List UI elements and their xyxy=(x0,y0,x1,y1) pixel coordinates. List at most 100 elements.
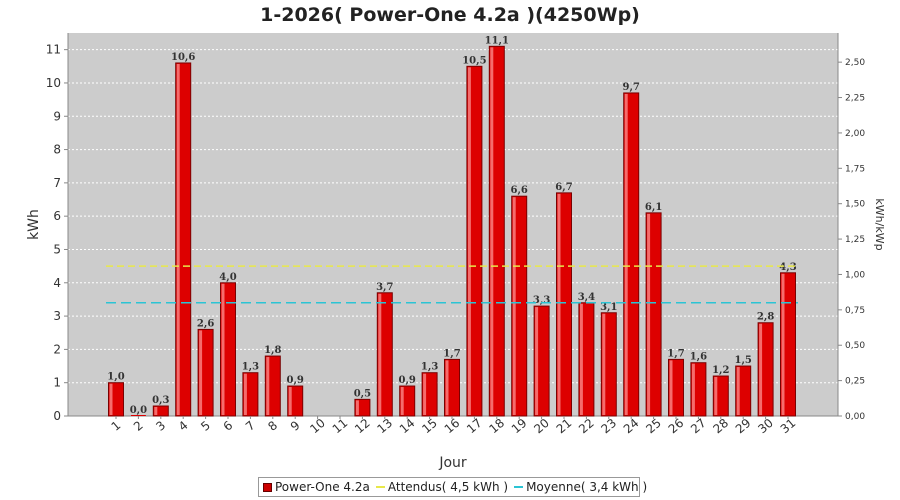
x-tick-label: 1 xyxy=(109,418,124,434)
bar-value-label: 0,9 xyxy=(286,375,303,386)
x-tick-label: 14 xyxy=(397,416,418,437)
bar-value-label: 1,3 xyxy=(242,362,259,373)
y-tick-label: 1 xyxy=(53,376,61,390)
y-tick-label: 9 xyxy=(53,109,61,123)
bar-highlight xyxy=(199,330,203,415)
bar-highlight xyxy=(602,313,606,415)
bar-value-label: 1,6 xyxy=(690,352,707,363)
legend: Power-One 4.2a Attendus( 4,5 kWh ) Moyen… xyxy=(258,477,647,497)
x-tick-label: 31 xyxy=(778,416,799,437)
bar-value-label: 2,6 xyxy=(197,318,214,329)
bar-value-label: 0,3 xyxy=(152,395,169,406)
bar-highlight xyxy=(714,377,718,415)
bar-value-label: 11,1 xyxy=(485,35,509,46)
bar-value-label: 9,7 xyxy=(622,82,639,93)
x-tick-label: 19 xyxy=(509,416,530,437)
bar-highlight xyxy=(647,213,651,415)
y2-tick-label: 2,25 xyxy=(845,94,865,104)
bar-highlight xyxy=(759,323,763,415)
bar-highlight xyxy=(288,387,292,415)
x-tick-label: 17 xyxy=(464,416,485,437)
legend-label-attendus: Attendus( 4,5 kWh ) xyxy=(387,480,509,494)
y-tick-label: 3 xyxy=(53,309,61,323)
bar-value-label: 6,7 xyxy=(555,182,572,193)
bar-highlight xyxy=(624,93,628,416)
x-tick-label: 26 xyxy=(666,416,687,437)
bar-value-label: 1,3 xyxy=(421,362,438,373)
bar-value-label: 0,0 xyxy=(130,405,147,416)
legend-item-moyenne: Moyenne( 3,4 kWh ) xyxy=(514,480,647,494)
y2-tick-label: 0,75 xyxy=(845,306,865,316)
bar-value-label: 1,2 xyxy=(712,365,729,376)
legend-label-moyenne: Moyenne( 3,4 kWh ) xyxy=(526,480,648,494)
bar-highlight xyxy=(579,303,583,415)
x-tick-label: 6 xyxy=(221,418,236,434)
chart-title: 1-2026( Power-One 4.2a )(4250Wp) xyxy=(260,4,640,26)
bar-highlight xyxy=(355,400,359,415)
bar-highlight xyxy=(512,197,516,415)
y2-tick-label: 2,50 xyxy=(845,58,865,68)
x-tick-label: 2 xyxy=(131,418,146,434)
x-tick-label: 11 xyxy=(330,416,351,437)
bar-highlight xyxy=(154,407,158,415)
y-tick-label: 6 xyxy=(53,209,61,223)
y-tick-label: 7 xyxy=(53,176,61,190)
bar-value-label: 3,7 xyxy=(376,282,393,293)
y-axis-title: kWh xyxy=(26,209,42,240)
bar-value-label: 0,5 xyxy=(354,388,371,399)
x-tick-label: 27 xyxy=(688,416,709,437)
x-tick-label: 24 xyxy=(621,416,642,437)
y-tick-label: 11 xyxy=(46,43,61,57)
y-tick-label: 2 xyxy=(53,342,61,356)
x-tick-label: 12 xyxy=(352,416,373,437)
bar-highlight xyxy=(736,367,740,415)
bar-highlight xyxy=(781,273,785,415)
bar-value-label: 1,5 xyxy=(734,355,751,366)
x-tick-label: 18 xyxy=(486,416,507,437)
bar-value-label: 6,1 xyxy=(645,202,662,213)
x-tick-label: 7 xyxy=(243,418,258,434)
x-tick-label: 20 xyxy=(531,416,552,437)
bar-value-label: 1,0 xyxy=(107,372,124,383)
y2-tick-label: 1,00 xyxy=(845,270,865,280)
bar-value-label: 3,1 xyxy=(600,302,617,313)
bar-highlight xyxy=(266,357,270,415)
x-tick-label: 28 xyxy=(710,416,731,437)
bar-highlight xyxy=(445,360,449,415)
bar-value-label: 1,7 xyxy=(667,348,684,359)
bar-highlight xyxy=(176,63,180,416)
x-tick-label: 13 xyxy=(374,416,395,437)
bar-highlight xyxy=(557,193,561,415)
plot-area xyxy=(68,33,838,416)
x-axis-title: Jour xyxy=(438,455,467,471)
bar-value-label: 3,3 xyxy=(533,295,550,306)
bar-highlight xyxy=(490,47,494,415)
bar-highlight xyxy=(109,383,113,415)
y2-tick-label: 1,50 xyxy=(845,200,865,210)
x-tick-label: 30 xyxy=(755,416,776,437)
bar-value-label: 6,6 xyxy=(510,185,527,196)
x-tick-label: 10 xyxy=(307,416,328,437)
y-tick-label: 0 xyxy=(53,409,61,423)
x-tick-label: 5 xyxy=(198,418,213,434)
bar-highlight xyxy=(221,283,225,415)
legend-swatch-attendus xyxy=(375,486,385,488)
bar-highlight xyxy=(423,373,427,415)
y-tick-label: 8 xyxy=(53,143,61,157)
y2-tick-label: 0,50 xyxy=(845,341,865,351)
bar-highlight xyxy=(243,373,247,415)
bar-highlight xyxy=(378,293,382,415)
bar-value-label: 4,0 xyxy=(219,272,236,283)
x-tick-label: 22 xyxy=(576,416,597,437)
bar-value-label: 1,8 xyxy=(264,345,281,356)
legend-swatch-moyenne xyxy=(514,486,524,488)
bar-value-label: 0,9 xyxy=(398,375,415,386)
y-tick-label: 10 xyxy=(46,76,61,90)
y2-axis-title: kWh/kWp xyxy=(873,198,886,250)
y2-tick-label: 2,00 xyxy=(845,129,865,139)
bar-highlight xyxy=(669,360,673,415)
bar-highlight xyxy=(691,363,695,415)
x-tick-label: 23 xyxy=(598,416,619,437)
bar-value-label: 4,3 xyxy=(779,262,796,273)
